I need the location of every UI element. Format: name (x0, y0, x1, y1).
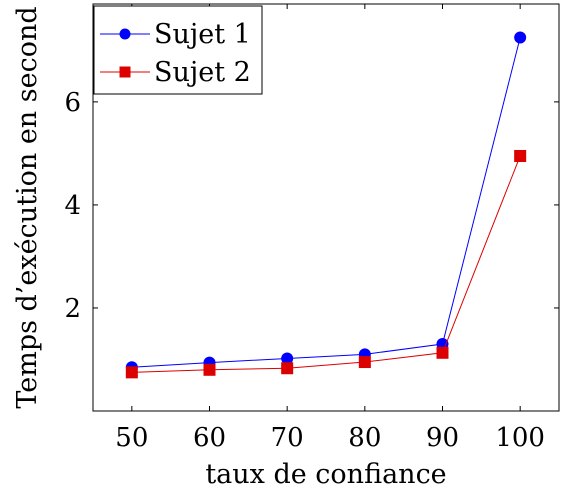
x-tick-label: 70 (271, 423, 304, 453)
x-axis-ticks: 50 60 70 80 90 100 (115, 4, 545, 453)
series-line (131, 155, 521, 373)
x-tick-label: 100 (495, 423, 545, 453)
legend-box (93, 5, 263, 95)
x-axis-label: taux de confiance (205, 459, 446, 490)
y-tick-label: 6 (64, 88, 81, 118)
x-tick-label: 60 (193, 423, 226, 453)
x-tick-label: 80 (348, 423, 381, 453)
plot-area (92, 3, 560, 412)
series-1 (125, 31, 527, 374)
data-point (436, 346, 449, 359)
legend-marker-square (119, 66, 131, 78)
y-axis-ticks: 2 4 6 (64, 88, 559, 324)
x-tick-label: 90 (426, 423, 459, 453)
plot-frame (92, 3, 560, 412)
legend-label: Sujet 2 (154, 57, 251, 88)
legend-marker-circle (119, 28, 131, 40)
legend-item: Sujet 2 (100, 57, 251, 88)
x-tick-label: 50 (115, 423, 148, 453)
series-line (131, 37, 521, 368)
legend: Sujet 1 Sujet 2 (93, 5, 263, 95)
data-point (514, 31, 527, 44)
legend-label: Sujet 1 (154, 19, 251, 50)
data-point (281, 362, 294, 375)
y-tick-label: 2 (64, 294, 81, 324)
series-layer (125, 31, 527, 379)
data-point (514, 149, 527, 162)
series-2 (125, 149, 527, 379)
data-point (125, 366, 138, 379)
data-point (203, 363, 216, 376)
y-tick-label: 4 (64, 191, 81, 221)
y-axis-label: Temps d’exécution en second (12, 6, 43, 408)
legend-item: Sujet 1 (100, 19, 251, 50)
data-point (358, 356, 371, 369)
